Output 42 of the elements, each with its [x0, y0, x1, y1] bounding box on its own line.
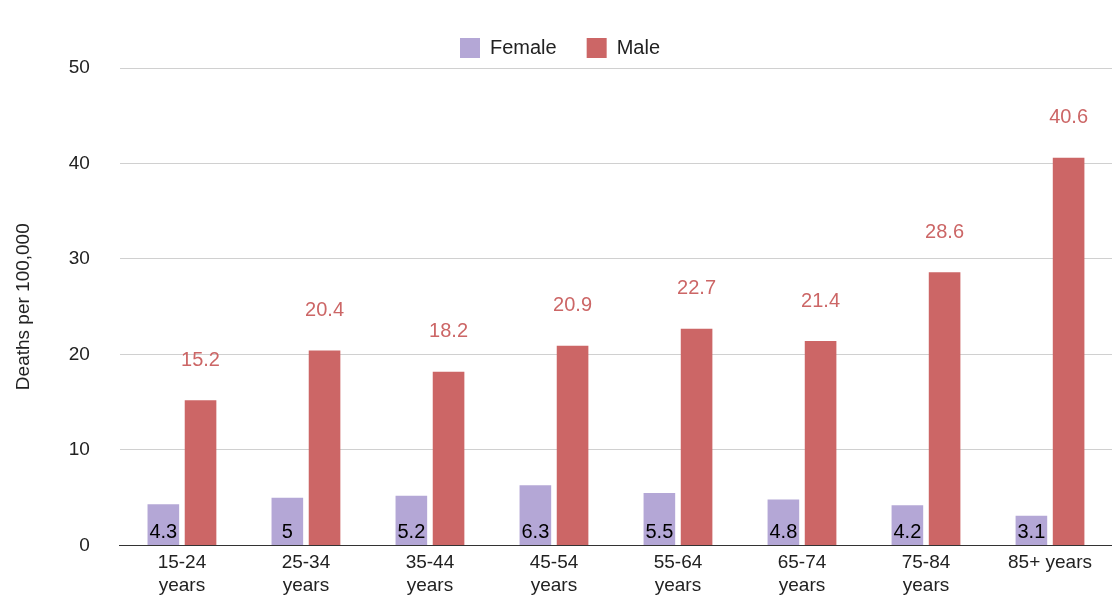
y-tick-label: 10 [68, 438, 90, 460]
y-tick-label: 20 [68, 342, 90, 364]
data-label: 4.8 [769, 520, 798, 543]
bar [308, 350, 341, 545]
y-tick-label: 0 [79, 533, 90, 555]
data-label: 4.2 [893, 520, 922, 543]
bar [804, 341, 837, 545]
x-tick-label: 75-84 years [901, 551, 951, 595]
y-tick-label: 30 [68, 247, 90, 269]
y-tick-label: 50 [68, 56, 90, 78]
data-label: 40.6 [1049, 105, 1089, 128]
data-label: 15.2 [181, 347, 221, 370]
bar [432, 371, 465, 545]
y-axis-title: Deaths per 100,000 [11, 223, 33, 391]
x-tick-label: 15-24 years [157, 551, 207, 595]
data-label: 22.7 [677, 276, 717, 299]
bar [928, 272, 961, 545]
bar [680, 328, 713, 545]
bar [556, 345, 589, 545]
x-tick-label: 65-74 years [777, 551, 827, 595]
data-label: 28.6 [925, 219, 965, 242]
y-tick-label: 40 [68, 151, 90, 173]
data-label: 21.4 [801, 288, 841, 311]
data-label: 3.1 [1017, 520, 1046, 543]
data-label: 4.3 [149, 520, 178, 543]
bar [271, 497, 304, 545]
x-tick-label: 45-54 years [529, 551, 579, 595]
data-label: 5.2 [397, 520, 426, 543]
x-tick-label: 85+ years [1008, 551, 1092, 573]
data-label: 20.9 [553, 293, 593, 316]
legend-label: Male [616, 35, 661, 58]
x-tick-label: 25-34 years [281, 551, 331, 595]
data-label: 18.2 [429, 319, 469, 342]
x-tick-label: 35-44 years [405, 551, 455, 595]
data-label: 20.4 [305, 298, 345, 321]
data-label: 5 [281, 520, 293, 543]
legend-label: Female [489, 35, 557, 58]
bar [184, 400, 217, 545]
x-tick-label: 55-64 years [653, 551, 703, 595]
data-label: 5.5 [645, 520, 674, 543]
bar [1052, 157, 1085, 545]
data-label: 6.3 [521, 520, 550, 543]
